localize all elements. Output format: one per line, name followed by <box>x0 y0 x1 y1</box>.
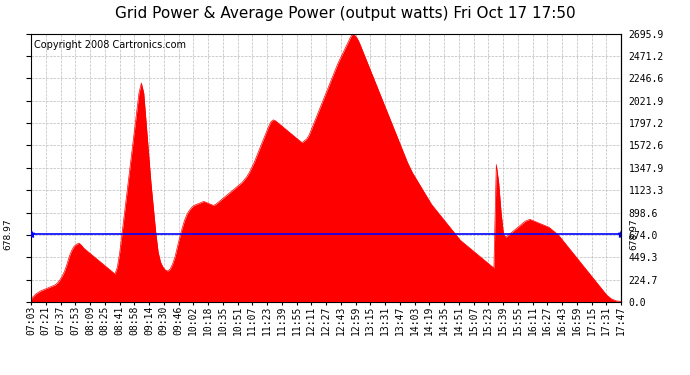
Text: 678.97: 678.97 <box>629 219 638 250</box>
Text: Grid Power & Average Power (output watts) Fri Oct 17 17:50: Grid Power & Average Power (output watts… <box>115 6 575 21</box>
Text: 678.97: 678.97 <box>3 219 13 250</box>
Text: Copyright 2008 Cartronics.com: Copyright 2008 Cartronics.com <box>34 40 186 51</box>
